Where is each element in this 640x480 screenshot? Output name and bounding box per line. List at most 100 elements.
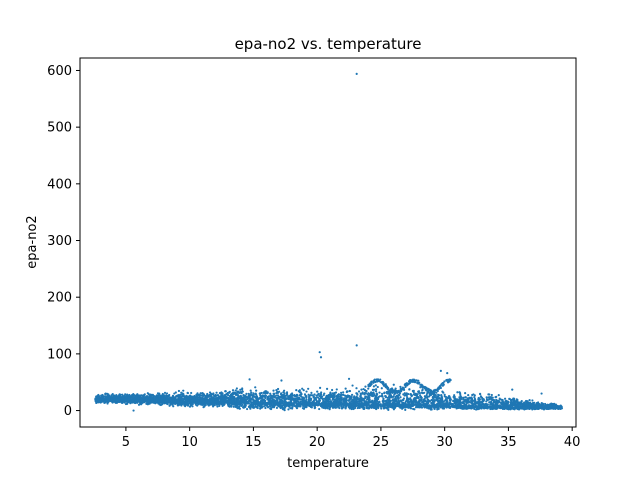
data-point — [410, 402, 413, 405]
data-point — [282, 406, 285, 410]
data-point — [242, 398, 245, 401]
data-point — [140, 402, 143, 405]
data-point — [380, 392, 384, 395]
data-point — [419, 402, 422, 405]
data-point — [531, 399, 534, 402]
data-point — [316, 396, 320, 399]
data-point — [255, 389, 258, 392]
data-point — [364, 395, 367, 398]
data-point — [491, 396, 494, 399]
data-point — [155, 398, 158, 401]
data-point — [498, 404, 501, 407]
data-point — [408, 388, 411, 391]
data-point — [251, 404, 254, 408]
data-point — [156, 392, 160, 395]
data-point — [265, 401, 269, 405]
data-point — [272, 392, 275, 395]
data-point — [158, 394, 161, 397]
data-point — [417, 391, 420, 394]
data-point — [344, 407, 347, 410]
data-point — [111, 392, 114, 396]
data-point — [327, 400, 331, 403]
data-point — [464, 406, 467, 410]
data-point — [256, 398, 260, 401]
data-point — [387, 405, 390, 408]
data-point — [434, 396, 437, 399]
data-point — [404, 408, 407, 411]
data-point — [488, 396, 491, 399]
data-point — [275, 392, 278, 395]
data-point — [488, 401, 491, 404]
data-point — [395, 397, 398, 401]
data-point — [239, 401, 243, 404]
data-point — [318, 397, 321, 401]
data-point — [348, 395, 351, 398]
data-point — [399, 406, 402, 409]
data-point — [264, 406, 267, 410]
data-point — [475, 405, 478, 408]
data-point — [394, 387, 397, 390]
data-point — [315, 394, 318, 397]
data-point — [189, 397, 192, 400]
data-point — [550, 402, 553, 405]
data-point — [314, 406, 317, 409]
data-point — [269, 399, 272, 403]
data-point — [180, 397, 183, 401]
data-point — [471, 401, 474, 404]
data-point — [251, 398, 255, 401]
data-point — [456, 398, 459, 401]
data-point — [235, 387, 238, 390]
data-point — [474, 408, 478, 411]
data-point — [495, 398, 498, 401]
data-point — [181, 402, 184, 406]
data-point — [317, 402, 321, 406]
data-point — [367, 396, 370, 399]
data-point — [173, 392, 176, 395]
data-point — [316, 390, 319, 393]
data-point — [330, 388, 334, 392]
data-point — [98, 395, 101, 398]
data-point — [117, 400, 121, 404]
data-point — [229, 400, 232, 403]
data-point — [241, 390, 244, 393]
data-point — [389, 396, 392, 399]
data-point — [350, 406, 353, 409]
data-point — [188, 395, 191, 398]
data-point — [347, 399, 350, 402]
data-point — [373, 394, 376, 397]
data-point — [305, 398, 308, 401]
data-point — [236, 403, 239, 406]
data-point — [498, 397, 501, 400]
data-point — [420, 406, 424, 409]
data-point — [285, 391, 289, 394]
data-point — [150, 398, 153, 402]
data-point — [448, 405, 451, 408]
data-point — [432, 397, 435, 400]
data-point — [464, 396, 467, 399]
data-point — [186, 391, 189, 394]
data-point — [540, 401, 543, 405]
data-point — [447, 396, 450, 399]
data-point — [364, 385, 367, 388]
data-point — [359, 396, 362, 399]
data-point — [495, 395, 498, 398]
data-point — [98, 400, 101, 403]
data-point — [331, 403, 334, 406]
data-point — [406, 397, 409, 400]
data-point — [489, 397, 493, 400]
data-point — [348, 397, 351, 400]
data-point — [442, 405, 445, 408]
data-point — [215, 391, 218, 394]
data-point — [196, 392, 199, 395]
data-point — [94, 399, 97, 403]
data-point — [405, 394, 408, 397]
data-point — [244, 394, 247, 397]
data-point — [466, 397, 470, 400]
data-point — [168, 404, 171, 407]
data-point — [293, 400, 296, 403]
data-point — [247, 392, 250, 395]
data-point — [286, 397, 289, 400]
data-point — [245, 398, 248, 401]
data-point — [214, 398, 217, 401]
data-point — [361, 392, 364, 395]
